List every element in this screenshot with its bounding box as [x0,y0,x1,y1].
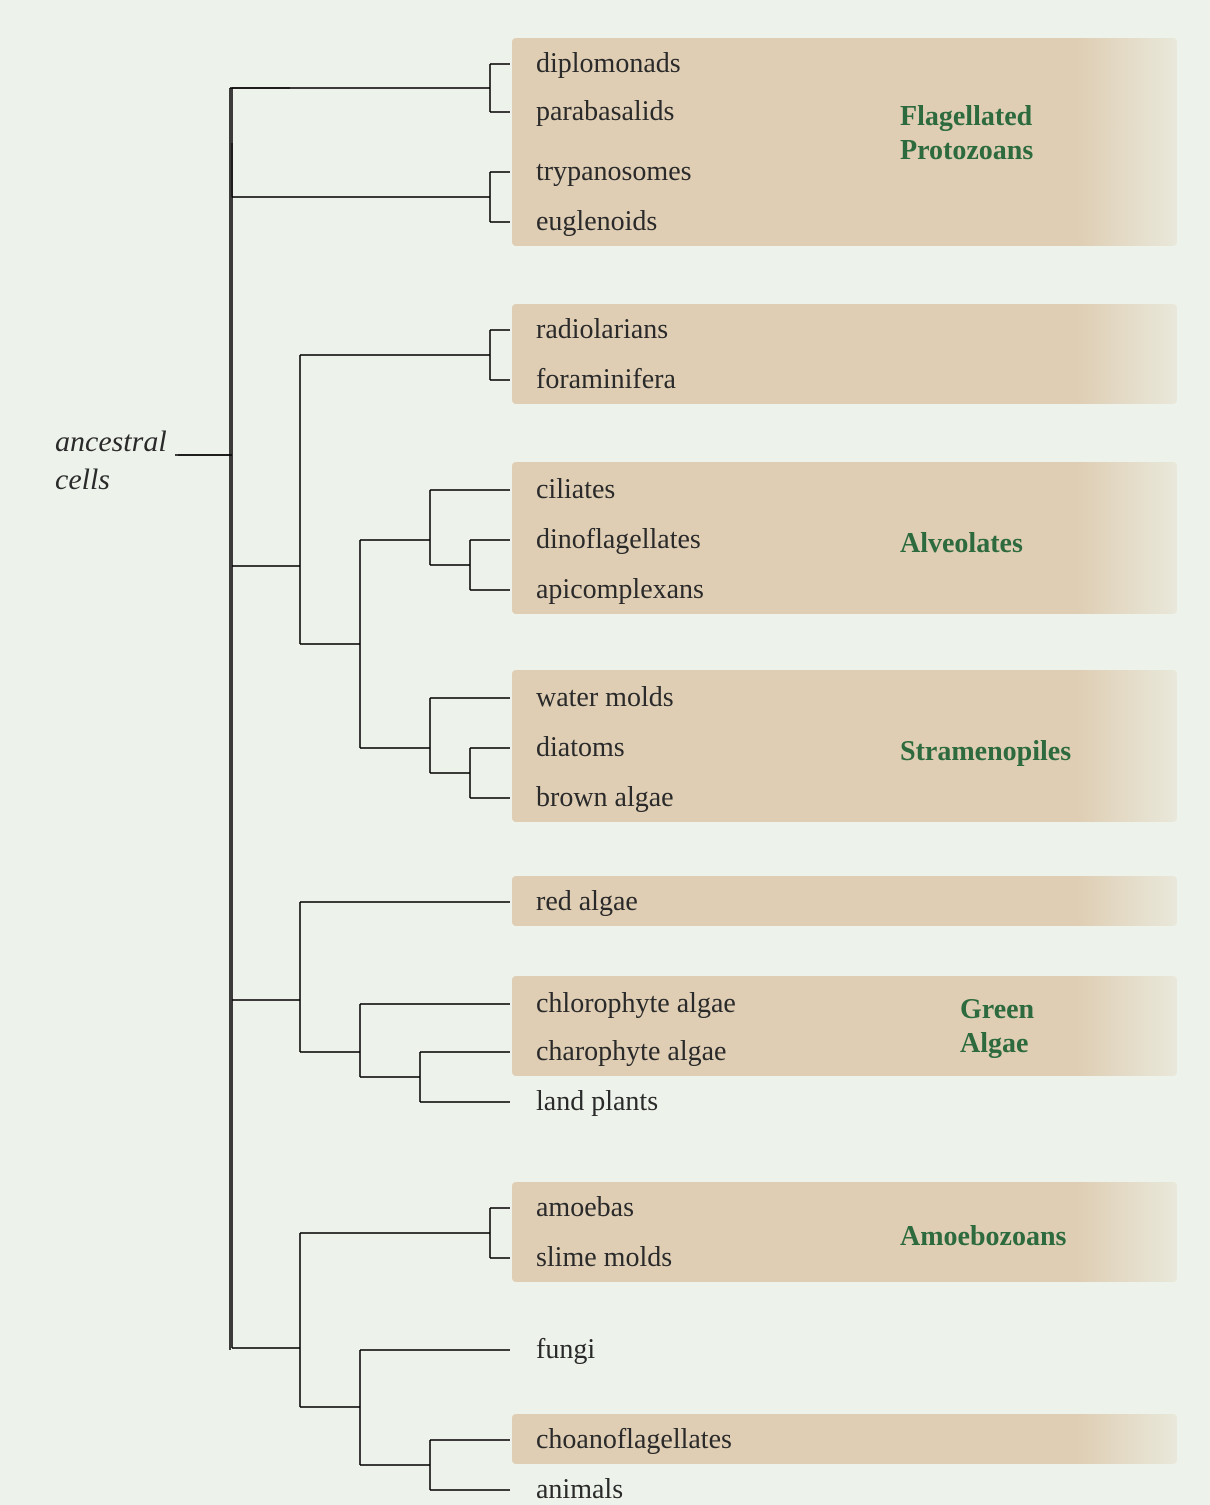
taxon-ciliates: ciliates [536,476,615,504]
taxon-charophyte: charophyte algae [536,1038,726,1066]
taxon-choanoflagellates: choanoflagellates [536,1426,732,1454]
taxon-parabasalids: parabasalids [536,98,674,126]
taxon-brown-algae: brown algae [536,784,674,812]
group-flagellated: FlagellatedProtozoans [900,100,1033,167]
taxon-land-plants: land plants [536,1088,658,1116]
taxon-foraminifera: foraminifera [536,366,676,394]
group-stramenopiles: Stramenopiles [900,735,1071,769]
root-label-text: ancestralcells [55,425,167,496]
taxon-chlorophyte: chlorophyte algae [536,990,736,1018]
taxon-water-molds: water molds [536,684,674,712]
taxon-red-algae: red algae [536,888,638,916]
taxon-diplomonads: diplomonads [536,50,681,78]
taxon-fungi: fungi [536,1336,595,1364]
cladogram-container: ancestralcells diplomonads parabasalids … [0,0,1210,1500]
taxon-slime-molds: slime molds [536,1244,672,1272]
taxon-amoebas: amoebas [536,1194,634,1222]
group-label-text: Stramenopiles [900,736,1071,767]
group-alveolates: Alveolates [900,527,1023,561]
taxon-dinoflagellates: dinoflagellates [536,526,701,554]
group-amoebozoans: Amoebozoans [900,1220,1066,1254]
group-label-text: Alveolates [900,528,1023,559]
root-label: ancestralcells [55,423,167,498]
taxon-diatoms: diatoms [536,734,625,762]
taxon-euglenoids: euglenoids [536,208,657,236]
group-label-text: GreenAlgae [960,994,1034,1059]
group-label-text: Amoebozoans [900,1221,1066,1252]
group-label-text: FlagellatedProtozoans [900,101,1033,166]
taxon-radiolarians: radiolarians [536,316,668,344]
taxon-trypanosomes: trypanosomes [536,158,692,186]
group-green-algae: GreenAlgae [960,993,1034,1060]
taxon-apicomplexans: apicomplexans [536,576,704,604]
